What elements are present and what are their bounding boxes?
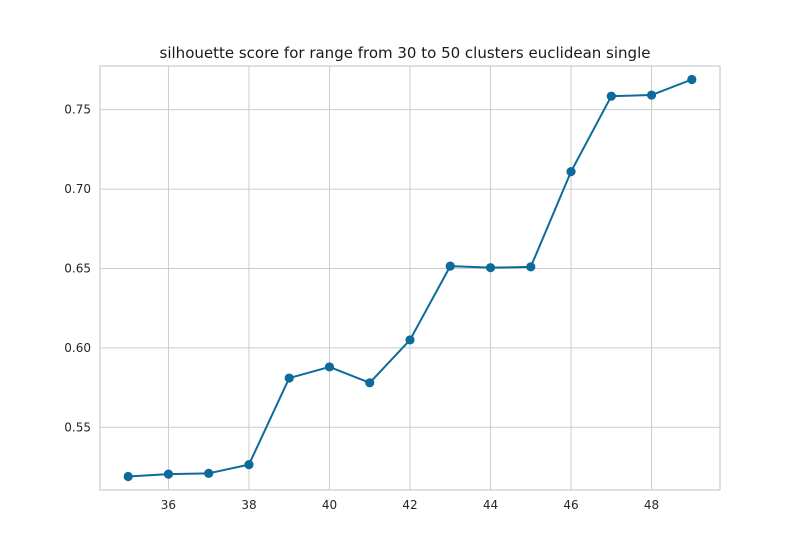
x-tick-label: 42 [402, 498, 417, 512]
data-point [163, 469, 174, 479]
x-tick-label: 48 [644, 498, 659, 512]
series-layer [123, 74, 697, 482]
y-tick-label: 0.75 [64, 103, 91, 117]
data-point [324, 362, 335, 372]
data-point [244, 459, 254, 470]
x-axis: 36 38 40 42 44 46 48 [161, 498, 659, 512]
x-tick-label: 46 [563, 498, 578, 512]
y-tick-label: 0.70 [64, 182, 91, 196]
y-tick-label: 0.65 [64, 261, 91, 275]
data-point [566, 167, 576, 177]
data-point [687, 74, 697, 85]
data-point [485, 263, 496, 273]
data-point [405, 335, 415, 345]
data-point [606, 91, 616, 101]
data-point [284, 373, 294, 383]
y-tick-label: 0.60 [64, 341, 91, 355]
x-tick-label: 40 [322, 498, 337, 512]
data-point [204, 468, 214, 478]
data-point [365, 378, 375, 388]
x-tick-label: 36 [161, 498, 176, 512]
data-point [646, 90, 657, 100]
plot-frame [99, 65, 721, 491]
y-axis: 0.55 0.60 0.65 0.70 0.75 [64, 103, 91, 435]
grid [100, 66, 720, 490]
data-point [445, 261, 455, 271]
x-tick-label: 38 [241, 498, 256, 512]
y-tick-label: 0.55 [64, 420, 91, 434]
data-point [526, 262, 536, 272]
x-tick-label: 44 [483, 498, 498, 512]
chart-title: silhouette score for range from 30 to 50… [160, 44, 651, 62]
data-point [123, 471, 133, 482]
